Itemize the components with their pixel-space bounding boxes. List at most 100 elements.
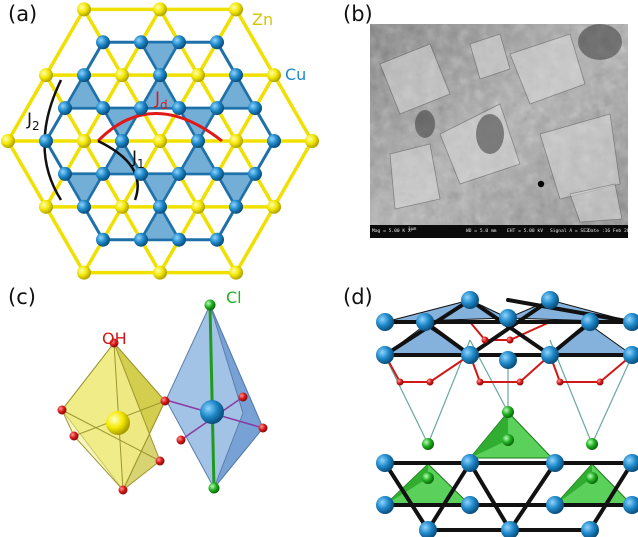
cl-atom xyxy=(422,472,434,484)
cu-atom xyxy=(248,101,262,116)
cu-atom xyxy=(172,101,186,116)
zn-atom xyxy=(1,134,15,148)
cu-atom xyxy=(416,313,434,331)
cu-atom xyxy=(499,309,517,327)
cu-atom xyxy=(229,68,243,83)
cu-atom xyxy=(229,199,243,214)
zn-atom xyxy=(305,134,319,148)
panel-label-d: (d) xyxy=(343,285,373,309)
zn-atom xyxy=(267,68,281,83)
cu-atom xyxy=(96,101,110,116)
cu-atom xyxy=(546,454,564,472)
cu-atom xyxy=(77,199,91,214)
j2-label: J2 xyxy=(26,110,40,133)
panel-label-a: (a) xyxy=(8,2,38,26)
cu-atom xyxy=(172,166,186,181)
cl-atom-bottom xyxy=(208,482,220,494)
cu-atom xyxy=(96,35,110,50)
cu-atom xyxy=(461,291,479,309)
cu-atom xyxy=(267,134,281,148)
sem-info-bar: Mag = 5.00 K X 1μm WD = 5.0 mm EHT = 5.0… xyxy=(370,225,628,238)
cu-atom xyxy=(58,166,72,181)
zn-atom xyxy=(115,199,129,214)
zn-atom xyxy=(191,199,205,214)
j1-label: J1 xyxy=(131,148,145,171)
panel-label-c: (c) xyxy=(8,285,36,309)
cl-atom xyxy=(586,472,598,484)
cu-atom xyxy=(581,521,599,537)
cl-atom xyxy=(586,438,598,450)
sem-eht: EHT = 5.00 kV xyxy=(507,229,543,234)
cu-triangles xyxy=(63,41,257,241)
lattice-atoms xyxy=(1,2,319,280)
jd-label: Jd xyxy=(154,89,168,112)
zn-atom xyxy=(229,134,243,148)
layered-structure-diagram xyxy=(376,291,638,537)
sem-wd: WD = 5.0 mm xyxy=(466,229,497,234)
cu-atom xyxy=(461,346,479,364)
cu-atom xyxy=(134,101,148,116)
cu-atom xyxy=(134,166,148,181)
cu-atom xyxy=(96,232,110,247)
cu-atom xyxy=(134,232,148,247)
cu-atom xyxy=(210,232,224,247)
zn-atom xyxy=(77,134,91,148)
j1-arc xyxy=(97,139,139,201)
zn-atom xyxy=(267,199,281,214)
sem-texture xyxy=(370,24,628,238)
cu-atom xyxy=(623,346,638,364)
cu-atom xyxy=(210,35,224,50)
oh-atom xyxy=(396,378,404,386)
cu-atom xyxy=(623,496,638,514)
oh-atom xyxy=(426,378,434,386)
cu-atom xyxy=(541,291,559,309)
oh-atom xyxy=(109,338,119,348)
cu-atom xyxy=(77,68,91,83)
sem-date: Date :16 Feb 2009 xyxy=(588,229,628,234)
cu-atom xyxy=(115,134,129,148)
cu-atom xyxy=(501,521,519,537)
zn-atom xyxy=(106,411,130,435)
zn-atom xyxy=(115,68,129,83)
zn-atom xyxy=(229,2,243,17)
cu-atom xyxy=(200,400,224,424)
cu-atom xyxy=(499,351,517,369)
cu-atom xyxy=(191,134,205,148)
zn-atom xyxy=(153,265,167,280)
zn-atom xyxy=(77,2,91,17)
cu-atom xyxy=(172,232,186,247)
zn-atom xyxy=(153,2,167,17)
sem-micrograph: Mag = 5.00 K X 1μm WD = 5.0 mm EHT = 5.0… xyxy=(370,24,628,238)
zn-atom xyxy=(191,68,205,83)
zn-atom xyxy=(229,265,243,280)
cu-atom xyxy=(581,313,599,331)
oh-atom xyxy=(476,378,484,386)
cu-atom xyxy=(172,35,186,50)
cl-label: Cl xyxy=(226,288,242,307)
cu-atom xyxy=(546,496,564,514)
cl-atom-top xyxy=(204,299,216,311)
cu-atom xyxy=(96,166,110,181)
sem-mag: Mag = 5.00 K X xyxy=(372,229,411,234)
cu-atom xyxy=(623,313,638,331)
cu-atom xyxy=(39,134,53,148)
jd-arc xyxy=(96,112,223,143)
sem-scale: 1μm xyxy=(408,227,417,232)
cu-atom xyxy=(153,199,167,214)
cu-atom xyxy=(376,454,394,472)
cu-atom xyxy=(248,166,262,181)
cu-atom xyxy=(210,166,224,181)
panel-label-b: (b) xyxy=(343,2,373,26)
cu-atom xyxy=(153,68,167,83)
oh-atom xyxy=(596,378,604,386)
cu-atom xyxy=(541,346,559,364)
cu-atom xyxy=(376,313,394,331)
cl-atom xyxy=(502,406,514,418)
sem-dot xyxy=(537,180,545,188)
zn-atom xyxy=(39,68,53,83)
zn-label: Zn xyxy=(252,10,273,29)
oh-atom xyxy=(516,378,524,386)
octahedra-diagram: OH Cl xyxy=(57,288,268,495)
cu-atom xyxy=(376,496,394,514)
